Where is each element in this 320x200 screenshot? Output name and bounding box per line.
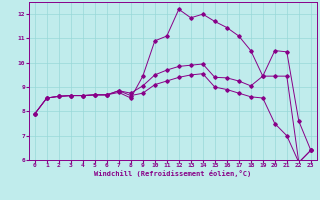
X-axis label: Windchill (Refroidissement éolien,°C): Windchill (Refroidissement éolien,°C) bbox=[94, 170, 252, 177]
